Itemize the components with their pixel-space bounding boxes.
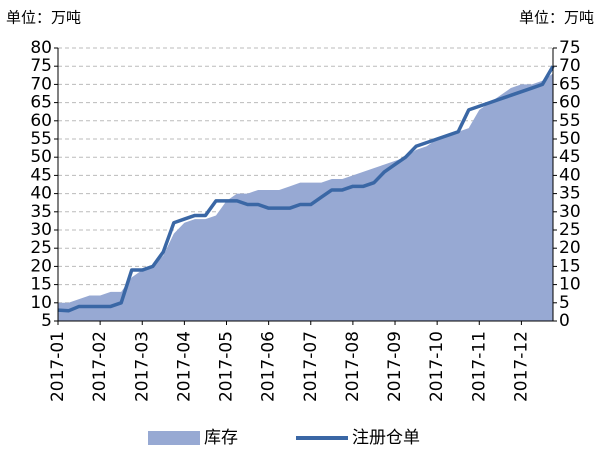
y2-tick-label: 20: [559, 238, 581, 258]
y-tick-label: 5: [41, 311, 52, 331]
x-tick-label: 2017-10: [427, 331, 447, 402]
y2-tick-label: 5: [559, 293, 570, 313]
y-tick-label: 30: [30, 220, 52, 240]
legend-swatch: [148, 431, 200, 445]
y-tick-label: 80: [30, 38, 52, 58]
line: [57, 65, 555, 313]
x-tick-label: 2017-08: [343, 331, 363, 402]
area: [58, 73, 553, 321]
y-tick-label: 70: [30, 74, 52, 94]
y2-tick-label: 25: [559, 220, 581, 240]
unit-left: 单位：万吨: [6, 9, 81, 27]
x-tick-label: 2017-02: [90, 331, 110, 402]
y-tick-label: 45: [30, 165, 52, 185]
y-tick-label: 10: [30, 293, 52, 313]
y2-tick-label: 15: [559, 256, 581, 276]
y-tick-label: 35: [30, 202, 52, 222]
y-tick-label: 40: [30, 184, 52, 204]
y-tick-label: 55: [30, 129, 52, 149]
y2-tick-label: 40: [559, 165, 581, 185]
y2-tick-label: 50: [559, 129, 581, 149]
y-tick-label: 20: [30, 256, 52, 276]
y2-tick-label: 70: [559, 56, 581, 76]
y2-tick-label: 30: [559, 202, 581, 222]
x-tick-label: 2017-01: [48, 331, 68, 402]
legend-label: 库存: [204, 428, 238, 448]
x-tick-label: 2017-11: [469, 331, 489, 402]
x-tick-label: 2017-09: [385, 331, 405, 402]
y2-tick-label: 0: [559, 311, 570, 331]
y-tick-label: 65: [30, 93, 52, 113]
x-tick-label: 2017-06: [259, 331, 279, 402]
x-tick-label: 2017-12: [511, 331, 531, 402]
x-tick-label: 2017-07: [301, 331, 321, 402]
y-tick-label: 25: [30, 238, 52, 258]
y2-tick-label: 60: [559, 93, 581, 113]
y2-tick-label: 10: [559, 275, 581, 295]
y2-tick-label: 65: [559, 74, 581, 94]
unit-right: 单位：万吨: [519, 9, 594, 27]
y2-tick-label: 45: [559, 147, 581, 167]
y-tick-label: 75: [30, 56, 52, 76]
legend-label: 注册仓单: [352, 428, 420, 448]
y2-tick-label: 35: [559, 184, 581, 204]
y2-tick-label: 75: [559, 38, 581, 58]
y-tick-label: 50: [30, 147, 52, 167]
x-tick-label: 2017-03: [132, 331, 152, 402]
y2-tick-label: 55: [559, 111, 581, 131]
x-tick-label: 2017-04: [174, 331, 194, 402]
y-tick-label: 15: [30, 275, 52, 295]
y-tick-label: 60: [30, 111, 52, 131]
x-tick-label: 2017-05: [217, 331, 237, 402]
